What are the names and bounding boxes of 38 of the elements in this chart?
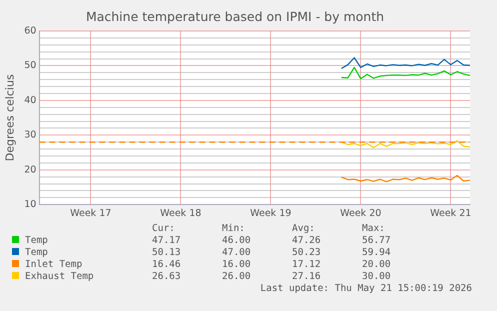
- chart-title: Machine temperature based on IPMI - by month: [86, 8, 384, 24]
- x-tick-label: Week 17: [70, 208, 112, 219]
- text: 47.17: [152, 234, 182, 246]
- x-tick-label: Week 20: [340, 208, 382, 219]
- y-tick-label: 40: [24, 94, 36, 106]
- text: 56.77: [362, 234, 392, 246]
- text: 50.13: [152, 246, 182, 258]
- text: 47.26: [292, 234, 322, 246]
- legend-label: Temp: [24, 246, 49, 258]
- text: 20.00: [362, 258, 392, 270]
- text: Last update: Thu May 21 15:00:19 2026: [260, 283, 472, 294]
- y-tick-label: 10: [24, 199, 36, 210]
- text: 59.94: [362, 246, 392, 258]
- text: 17.12: [292, 258, 322, 270]
- text: 46.00: [222, 234, 252, 246]
- text: 47.00: [222, 246, 252, 258]
- text: 50.23: [292, 246, 322, 258]
- y-tick-label: 30: [24, 130, 36, 141]
- y-tick-label: 60: [24, 25, 36, 36]
- text: 26.00: [222, 270, 252, 282]
- text: 16.46: [152, 258, 182, 270]
- x-tick-label: Week 19: [250, 208, 292, 219]
- legend-label: Temp: [24, 234, 49, 246]
- text: 27.16: [292, 270, 322, 282]
- text: 26.63: [152, 270, 182, 282]
- y-tick-label: 20: [24, 164, 36, 176]
- text: Cur:: [152, 222, 176, 234]
- x-tick-label: Week 21: [430, 208, 472, 219]
- y-tick-label: 50: [24, 60, 36, 72]
- text: 16.00: [222, 258, 252, 270]
- text: Avg:: [292, 222, 316, 234]
- y-axis-title: Degrees celcius: [3, 74, 16, 162]
- legend-label: Inlet Temp: [24, 258, 84, 270]
- text: 30.00: [362, 270, 392, 282]
- x-tick-label: Week 18: [160, 208, 202, 219]
- text: Max:: [362, 222, 386, 234]
- legend-label: Exhaust Temp: [24, 270, 95, 282]
- text: Min:: [222, 222, 246, 234]
